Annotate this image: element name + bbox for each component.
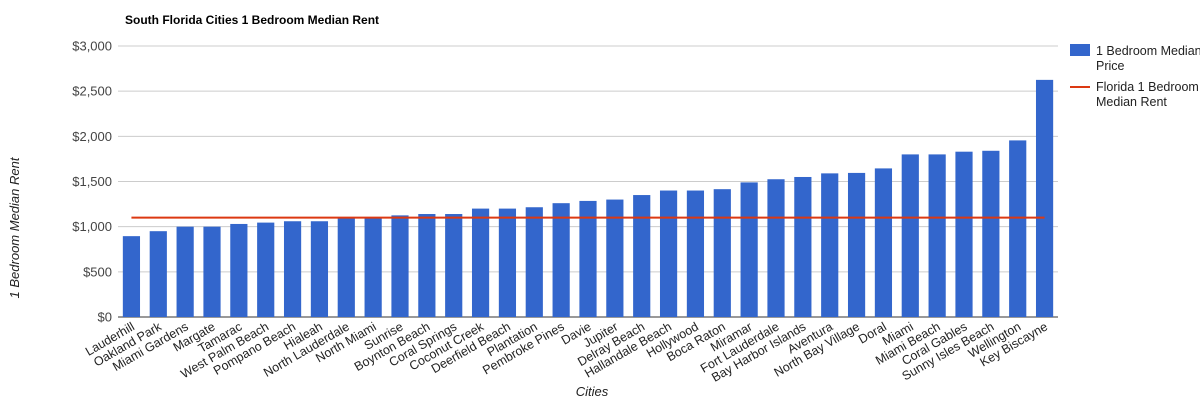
- bar: [257, 222, 275, 317]
- bar: [767, 179, 785, 317]
- bar: [283, 221, 302, 317]
- y-tick-label: $2,000: [72, 129, 112, 144]
- legend-label: Florida 1 Bedroom: [1096, 80, 1199, 94]
- bar: [901, 154, 919, 317]
- bar: [498, 208, 517, 317]
- bar: [337, 217, 355, 317]
- bar: [364, 217, 382, 317]
- bar: [874, 168, 893, 317]
- bar: [713, 189, 731, 317]
- bar: [230, 223, 248, 317]
- legend-label: Price: [1096, 59, 1125, 73]
- bar: [659, 190, 678, 317]
- y-tick-label: $0: [98, 310, 112, 325]
- bar: [552, 203, 570, 317]
- y-tick-label: $500: [83, 264, 112, 279]
- bar: [391, 215, 409, 317]
- bar: [1009, 140, 1027, 317]
- bar: [633, 195, 651, 317]
- legend-swatch-bar: [1070, 44, 1090, 56]
- bar: [579, 200, 597, 317]
- bar: [821, 173, 839, 317]
- bar: [122, 236, 141, 317]
- x-axis-title: Cities: [576, 384, 609, 399]
- bar: [982, 150, 1000, 317]
- bar: [203, 226, 221, 317]
- bar: [686, 190, 705, 317]
- bar: [847, 172, 866, 317]
- y-tick-label: $1,000: [72, 219, 112, 234]
- bar: [176, 226, 194, 317]
- chart-title: South Florida Cities 1 Bedroom Median Re…: [125, 13, 379, 27]
- bar: [606, 199, 624, 317]
- legend-label: Median Rent: [1096, 95, 1167, 109]
- y-tick-label: $1,500: [72, 174, 112, 189]
- bar: [1035, 79, 1054, 317]
- y-tick-label: $2,500: [72, 84, 112, 99]
- legend-label: 1 Bedroom Median: [1096, 44, 1200, 58]
- bar: [955, 151, 973, 317]
- bar: [794, 176, 812, 317]
- y-tick-label: $3,000: [72, 39, 112, 54]
- y-axis-title: 1 Bedroom Median Rent: [7, 156, 22, 298]
- bar: [471, 208, 490, 317]
- bar: [149, 231, 167, 317]
- bar: [928, 154, 946, 317]
- y-axis-ticks: $0 $500 $1,000 $1,500 $2,000 $2,500 $3,000: [72, 39, 112, 325]
- bar: [310, 221, 329, 317]
- bar: [525, 207, 543, 317]
- bar-series: [122, 79, 1054, 317]
- bar: [445, 214, 463, 317]
- bar: [418, 214, 436, 317]
- bar: [740, 182, 758, 317]
